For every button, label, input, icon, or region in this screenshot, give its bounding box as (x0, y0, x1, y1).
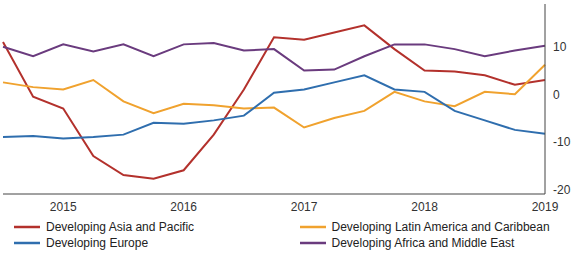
svg-text:2015: 2015 (50, 200, 77, 214)
svg-text:2019: 2019 (532, 200, 559, 214)
svg-text:0: 0 (553, 88, 560, 102)
svg-text:10: 10 (553, 40, 567, 54)
html-text:Developing Asia and Pacific: Developing Asia and Pacific (46, 220, 195, 234)
svg-text:2018: 2018 (411, 200, 438, 214)
svg-text:-20: -20 (553, 183, 567, 197)
svg-text:2016: 2016 (170, 200, 197, 214)
html-text:Developing Africa and Middle E: Developing Africa and Middle East (331, 236, 515, 250)
html-text:Developing Europe: Developing Europe (46, 236, 149, 250)
html-text:Developing Latin America and C: Developing Latin America and Caribbean (331, 220, 550, 234)
svg-text:2017: 2017 (291, 200, 318, 214)
svg-text:-10: -10 (553, 135, 567, 149)
